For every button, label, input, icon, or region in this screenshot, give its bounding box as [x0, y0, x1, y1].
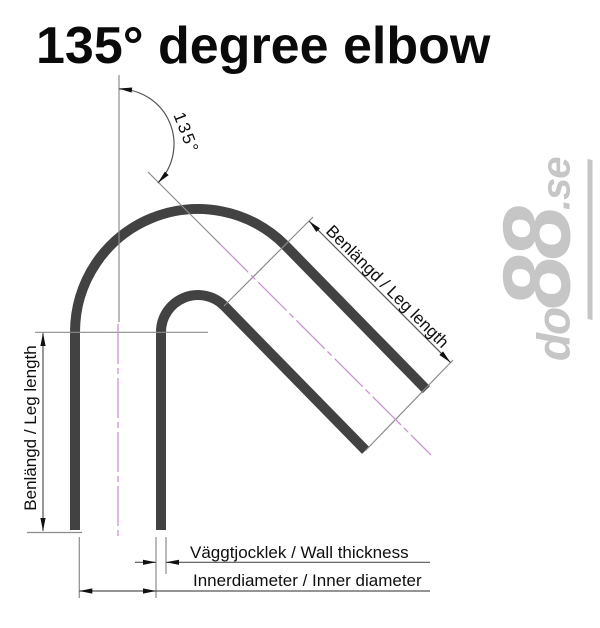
diagonal-axis-extension-line — [147, 171, 221, 245]
tube-outer-wall — [70, 204, 430, 530]
wall-thickness-right-arrow — [166, 559, 179, 565]
elbow-tube — [70, 204, 430, 530]
extension-lines — [27, 75, 454, 598]
dimension-lines — [42, 88, 451, 592]
inner-diameter-right-arrow — [143, 588, 156, 594]
leg-length-top-arrow — [40, 333, 46, 346]
diagonal-leg-centerline — [219, 243, 432, 456]
diag-leg-end-arrow — [439, 351, 451, 363]
diag-leg-start-arrow — [309, 221, 321, 233]
inner-diameter-left-arrow — [79, 588, 93, 594]
angle-arc-top-arrow — [119, 87, 133, 93]
centerlines — [117, 243, 432, 538]
angle-value-label: 135° — [170, 109, 203, 156]
diagonal-leg-end-face-line — [365, 359, 454, 451]
angle-arc-end-arrow — [157, 171, 169, 183]
page-title: 135° degree elbow — [36, 17, 491, 75]
left-leg-length-label: Benlängd / Leg length — [21, 345, 40, 510]
diagonal-leg-length-dimension-line — [308, 220, 451, 363]
angle-dimension-arc — [118, 88, 175, 184]
diagonal-leg-start-extension-line — [223, 216, 314, 307]
dimension-arrowheads — [40, 87, 451, 594]
leg-length-bottom-arrow — [40, 518, 46, 531]
wall-thickness-left-arrow — [143, 559, 156, 565]
tube-inner-wall — [156, 290, 370, 530]
wall-thickness-label: Väggtjocklek / Wall thickness — [190, 543, 409, 562]
inner-diameter-label: Innerdiameter / Inner diameter — [193, 571, 422, 590]
diagonal-leg-length-label: Benlängd / Leg length — [322, 221, 452, 351]
